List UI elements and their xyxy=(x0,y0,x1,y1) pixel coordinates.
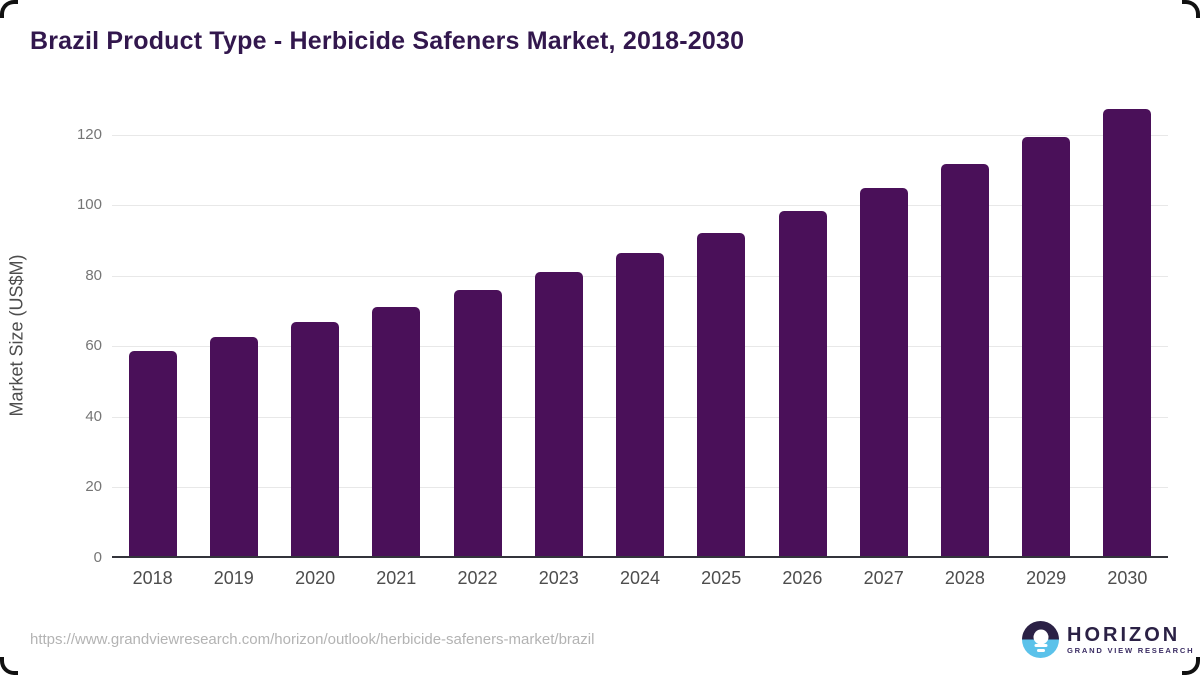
x-tick-label-2019: 2019 xyxy=(213,568,254,588)
x-tick-label-2022: 2022 xyxy=(457,568,498,588)
page-border-corner xyxy=(0,0,18,18)
horizon-logo-icon xyxy=(1022,621,1059,658)
x-tick-label-2023: 2023 xyxy=(538,568,579,588)
bar-2019 xyxy=(209,337,258,556)
y-tick-label-20: 20 xyxy=(85,478,102,496)
bar-2022 xyxy=(453,290,502,556)
page-border-corner xyxy=(1182,657,1200,675)
horizon-logo-name: HORIZON xyxy=(1067,624,1181,646)
y-tick-label-40: 40 xyxy=(85,407,102,425)
horizon-logo: HORIZON GRAND VIEW RESEARCH xyxy=(1022,621,1194,658)
x-tick-label-2025: 2025 xyxy=(701,568,742,588)
page-border-corner xyxy=(0,657,18,675)
y-axis-ticks: 0 20 40 60 80 100 120 xyxy=(56,110,102,566)
x-tick-label-2020: 2020 xyxy=(295,568,336,588)
bar-chart-plot-area xyxy=(112,109,1168,558)
chart-title: Brazil Product Type - Herbicide Safeners… xyxy=(30,27,745,55)
page-border-corner xyxy=(1182,0,1200,18)
y-tick-label-60: 60 xyxy=(85,337,102,355)
x-tick-label-2018: 2018 xyxy=(132,568,173,588)
x-tick-label-2026: 2026 xyxy=(782,568,823,588)
bar-2025 xyxy=(697,232,746,556)
horizon-logo-subtitle: GRAND VIEW RESEARCH xyxy=(1067,646,1195,655)
y-tick-label-120: 120 xyxy=(76,125,102,143)
bar-2026 xyxy=(778,211,827,556)
x-tick-label-2021: 2021 xyxy=(376,568,417,588)
bar-2024 xyxy=(616,253,664,556)
horizon-logo-sun xyxy=(1033,629,1048,645)
bar-2029 xyxy=(1022,136,1071,556)
y-axis-label: Market Size (US$M) xyxy=(6,254,27,417)
gridline-120 xyxy=(112,134,1168,136)
y-tick-label-100: 100 xyxy=(76,196,102,214)
horizon-logo-reflection xyxy=(1034,644,1047,647)
bar-2027 xyxy=(859,187,908,556)
y-tick-label-80: 80 xyxy=(85,266,102,284)
bar-2021 xyxy=(372,307,421,556)
horizon-logo-reflection xyxy=(1036,649,1045,652)
gridline-100 xyxy=(112,205,1168,207)
x-tick-label-2029: 2029 xyxy=(1026,568,1067,588)
y-tick-label-0: 0 xyxy=(93,549,102,566)
bar-2018 xyxy=(128,351,177,556)
x-axis-ticks: 2018 2019 2020 2021 2022 2023 2024 2025 2026 2027… xyxy=(112,568,1168,594)
x-tick-label-2030: 2030 xyxy=(1107,568,1148,588)
bar-2030 xyxy=(1103,109,1152,556)
source-url: https://www.grandviewresearch.com/horizo… xyxy=(30,631,595,648)
bar-2028 xyxy=(940,163,989,556)
bar-2020 xyxy=(291,322,340,556)
x-tick-label-2027: 2027 xyxy=(863,568,904,588)
x-tick-label-2028: 2028 xyxy=(944,568,985,588)
x-tick-label-2024: 2024 xyxy=(619,568,660,588)
bar-2023 xyxy=(534,271,583,556)
horizon-logo-text: HORIZON GRAND VIEW RESEARCH xyxy=(1067,624,1194,655)
